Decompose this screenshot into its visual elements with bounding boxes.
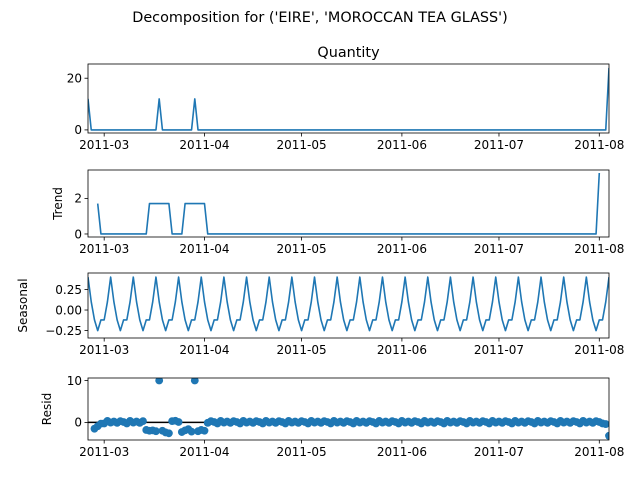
panel-title: Quantity: [317, 45, 380, 61]
x-tick-label: 2011-04: [179, 343, 229, 357]
x-tick-label: 2011-03: [79, 138, 129, 152]
resid-point: [601, 420, 609, 428]
x-tick-label: 2011-06: [377, 445, 427, 459]
observed-plot-area: [88, 67, 609, 131]
x-tick-label: 2011-08: [574, 242, 624, 256]
seasonal-line: [88, 276, 609, 332]
resid-point: [155, 378, 164, 385]
y-tick-label: −0.25: [45, 324, 82, 338]
resid-point: [200, 426, 209, 435]
panel-resid: Resid 2011-03 2011-04 2011-05 2011-06 2011-07…: [40, 374, 624, 459]
y-tick-label: 0.00: [55, 303, 82, 317]
y-tick-label: 0.25: [55, 283, 82, 297]
trend-plot-area: [96, 172, 601, 235]
resid-point: [139, 417, 147, 426]
x-tick-label: 2011-03: [79, 343, 129, 357]
observed-line: [88, 67, 609, 131]
panel-trend: Trend 2011-03 2011-04 2011-05 2011-06 2011-07…: [51, 169, 624, 256]
resid-point: [152, 427, 160, 436]
x-tick-label: 2011-08: [574, 138, 624, 152]
x-tick-label: 2011-05: [277, 445, 327, 459]
axes-frame: [87, 63, 610, 134]
axes-frame: [87, 169, 610, 238]
y-axis-label: Seasonal: [16, 278, 30, 332]
x-tick-label: 2011-06: [377, 242, 427, 256]
resid-point: [605, 431, 609, 440]
chart-panels: Quantity 2011-03 2011-04 2011-05 2011-06 2011…: [16, 45, 624, 459]
x-tick-label: 2011-04: [179, 138, 229, 152]
y-tick-label: 0: [74, 123, 82, 137]
x-tick-label: 2011-05: [277, 138, 327, 152]
y-axis-label: Resid: [40, 393, 54, 425]
x-tick-label: 2011-07: [474, 138, 524, 152]
y-axis-label: Trend: [51, 187, 65, 221]
y-tick-label: 20: [67, 72, 82, 86]
y-tick-label: 2: [74, 192, 82, 206]
x-tick-label: 2011-03: [79, 242, 129, 256]
resid-point: [165, 429, 173, 438]
x-tick-label: 2011-07: [474, 343, 524, 357]
x-tick-label: 2011-08: [574, 343, 624, 357]
x-tick-label: 2011-03: [79, 445, 129, 459]
y-tick-label: 0: [74, 227, 82, 241]
axes-frame: [87, 272, 610, 339]
resid-point: [187, 427, 196, 436]
seasonal-plot-area: [88, 276, 609, 332]
x-tick-label: 2011-05: [277, 343, 327, 357]
x-tick-label: 2011-07: [474, 242, 524, 256]
panel-seasonal: Seasonal 2011-03 2011-04 2011-05 2011-06 2011…: [16, 272, 624, 357]
resid-point: [174, 418, 183, 426]
x-tick-label: 2011-04: [179, 445, 229, 459]
panel-observed: Quantity 2011-03 2011-04 2011-05 2011-06 2011…: [67, 45, 625, 152]
resid-point: [190, 378, 199, 385]
x-tick-label: 2011-05: [277, 242, 327, 256]
x-tick-label: 2011-07: [474, 445, 524, 459]
x-tick-label: 2011-06: [377, 343, 427, 357]
x-tick-label: 2011-06: [377, 138, 427, 152]
trend-line: [96, 172, 601, 235]
y-tick-label: 10: [67, 374, 82, 388]
figure-title: Decomposition for ('EIRE', 'MOROCCAN TEA…: [132, 10, 508, 26]
y-tick-label: 0: [74, 416, 82, 430]
x-tick-label: 2011-08: [574, 445, 624, 459]
x-tick-label: 2011-04: [179, 242, 229, 256]
resid-plot-area: [88, 378, 609, 440]
axes-frame: [87, 377, 610, 441]
